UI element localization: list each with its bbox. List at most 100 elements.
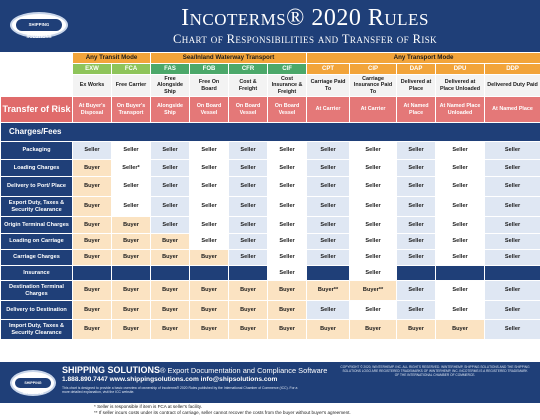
table-cell: Seller <box>189 159 230 177</box>
name-blank <box>0 74 73 97</box>
table-row: Export Duty, Taxes & Security Clearance B… <box>0 196 540 217</box>
table-cell: Seller <box>228 233 269 250</box>
table-cell: Seller <box>228 141 269 160</box>
term-code-cpt: CPT <box>306 63 351 75</box>
table-cell: Seller <box>349 233 398 250</box>
table-cell: Buyer <box>150 319 191 340</box>
table-cell: Buyer <box>228 319 269 340</box>
table-cell: Seller <box>435 176 486 197</box>
table-cell: Buyer <box>228 280 269 301</box>
table-cell: Seller <box>349 176 398 197</box>
table-cell: Seller <box>435 280 486 301</box>
table-cell: Seller <box>484 196 540 217</box>
table-cell: Buyer <box>72 216 112 234</box>
table-cell: Seller <box>189 216 230 234</box>
table-row: Packaging Seller Seller Seller Seller Seller S… <box>0 141 540 160</box>
term-name-cfr: Cost & Freight <box>228 74 269 97</box>
page-subtitle: Chart of Responsibilities and Transfer o… <box>172 32 438 46</box>
table-row: Carriage Charges Buyer Buyer Buyer Buyer Sell… <box>0 249 540 266</box>
term-name-exw: Ex Works <box>72 74 112 97</box>
table-cell <box>306 265 351 281</box>
transfer-of-risk-label: Transfer of Risk <box>0 96 73 123</box>
table-cell: Seller <box>110 141 152 160</box>
table-cell: Seller <box>267 249 308 266</box>
table-cell: Seller <box>72 141 112 160</box>
table-cell: Seller <box>267 265 308 281</box>
term-name-row: Ex Works Free Carrier Free Alongside Ship F… <box>0 74 540 97</box>
table-cell: Seller <box>396 159 437 177</box>
footer-contact: 1.888.890.7447 www.shippingsolutions.com… <box>62 376 278 383</box>
page-title: Incoterms® 2020 Rules <box>181 5 429 31</box>
term-code-exw: EXW <box>72 63 112 75</box>
table-cell: Seller <box>150 141 191 160</box>
footer-logo: SHIPPING SOLUTIONS <box>10 370 56 396</box>
risk-exw: At Buyer's Disposal <box>72 96 112 123</box>
table-cell: Buyer <box>72 159 112 177</box>
table-cell: Seller <box>396 300 437 320</box>
table-cell: Seller <box>435 159 486 177</box>
term-code-dap: DAP <box>396 63 437 75</box>
footer-brand-name: SHIPPING SOLUTIONS <box>62 365 161 375</box>
table-row: Destination Terminal Charges Buyer Buyer Bu… <box>0 280 540 301</box>
table-cell: Buyer <box>72 280 112 301</box>
term-code-cfr: CFR <box>228 63 269 75</box>
table-cell: Seller <box>306 176 351 197</box>
table-cell: Buyer <box>110 233 152 250</box>
table-cell: Seller <box>484 159 540 177</box>
footer-disclaimer: This chart is designed to provide a basi… <box>62 386 298 395</box>
table-cell: Seller <box>396 249 437 266</box>
table-cell: Buyer** <box>349 280 398 301</box>
term-name-fob: Free On Board <box>189 74 230 97</box>
table-cell: Buyer <box>228 300 269 320</box>
table-cell: Seller <box>435 196 486 217</box>
footnote-2: ** If seller incurs costs under its cont… <box>94 410 351 415</box>
table-cell: Buyer <box>110 216 152 234</box>
table-cell: Seller <box>228 196 269 217</box>
table-cell: Seller <box>435 141 486 160</box>
table-cell: Seller <box>435 216 486 234</box>
table-cell: Buyer <box>396 319 437 340</box>
risk-row: Transfer of Risk At Buyer's Disposal On Bu… <box>0 96 540 123</box>
term-name-cif: Cost Insurance & Freight <box>267 74 308 97</box>
table-cell: Seller <box>349 216 398 234</box>
term-code-fob: FOB <box>189 63 230 75</box>
risk-dpu: At Named Place Unloaded <box>435 96 486 123</box>
term-code-row: EXW FCA FAS FOB CFR CIF CPT CIP DAP DPU DDP <box>0 63 540 75</box>
table-cell: Buyer <box>110 249 152 266</box>
table-cell: Seller <box>267 141 308 160</box>
term-code-ddp: DDP <box>484 63 540 75</box>
table-cell: Buyer <box>189 300 230 320</box>
mode-row: Any Transit Mode Sea/Inland Waterway Tran… <box>0 52 540 64</box>
risk-ddp: At Named Place <box>484 96 540 123</box>
table-cell: Seller <box>267 216 308 234</box>
table-cell: Seller <box>306 159 351 177</box>
footer-band: SHIPPING SOLUTIONS SHIPPING SOLUTIONS® E… <box>0 362 540 403</box>
table-cell: Seller <box>349 249 398 266</box>
table-cell: Seller <box>484 280 540 301</box>
table-cell: Buyer <box>72 249 112 266</box>
row-label: Packaging <box>0 141 73 160</box>
table-cell: Seller <box>189 141 230 160</box>
table-cell: Buyer <box>267 319 308 340</box>
table-cell: Seller <box>349 300 398 320</box>
table-cell: Seller <box>435 300 486 320</box>
table-row: Insurance Seller Seller <box>0 265 540 281</box>
footnote-1: * Seller is responsible if item is FCA a… <box>94 404 203 409</box>
row-label: Import Duty, Taxes & Security Clearance <box>0 319 73 340</box>
table-cell <box>435 265 486 281</box>
table-cell: Seller <box>349 159 398 177</box>
mode-any-transit: Any Transit Mode <box>71 52 152 64</box>
charges-header-row: Charges/Fees <box>0 122 540 142</box>
risk-cfr: On Board Vessel <box>228 96 269 123</box>
table-cell: Seller <box>228 176 269 197</box>
table-cell: Seller <box>396 141 437 160</box>
table-cell: Seller <box>110 176 152 197</box>
table-cell: Buyer <box>349 319 398 340</box>
table-cell: Seller <box>484 176 540 197</box>
table-cell: Buyer <box>435 319 486 340</box>
table-cell: Buyer <box>189 280 230 301</box>
table-cell: Seller <box>306 233 351 250</box>
risk-fob: On Board Vessel <box>189 96 230 123</box>
row-label: Insurance <box>0 265 73 281</box>
row-label: Delivery to Port/ Place <box>0 176 73 197</box>
